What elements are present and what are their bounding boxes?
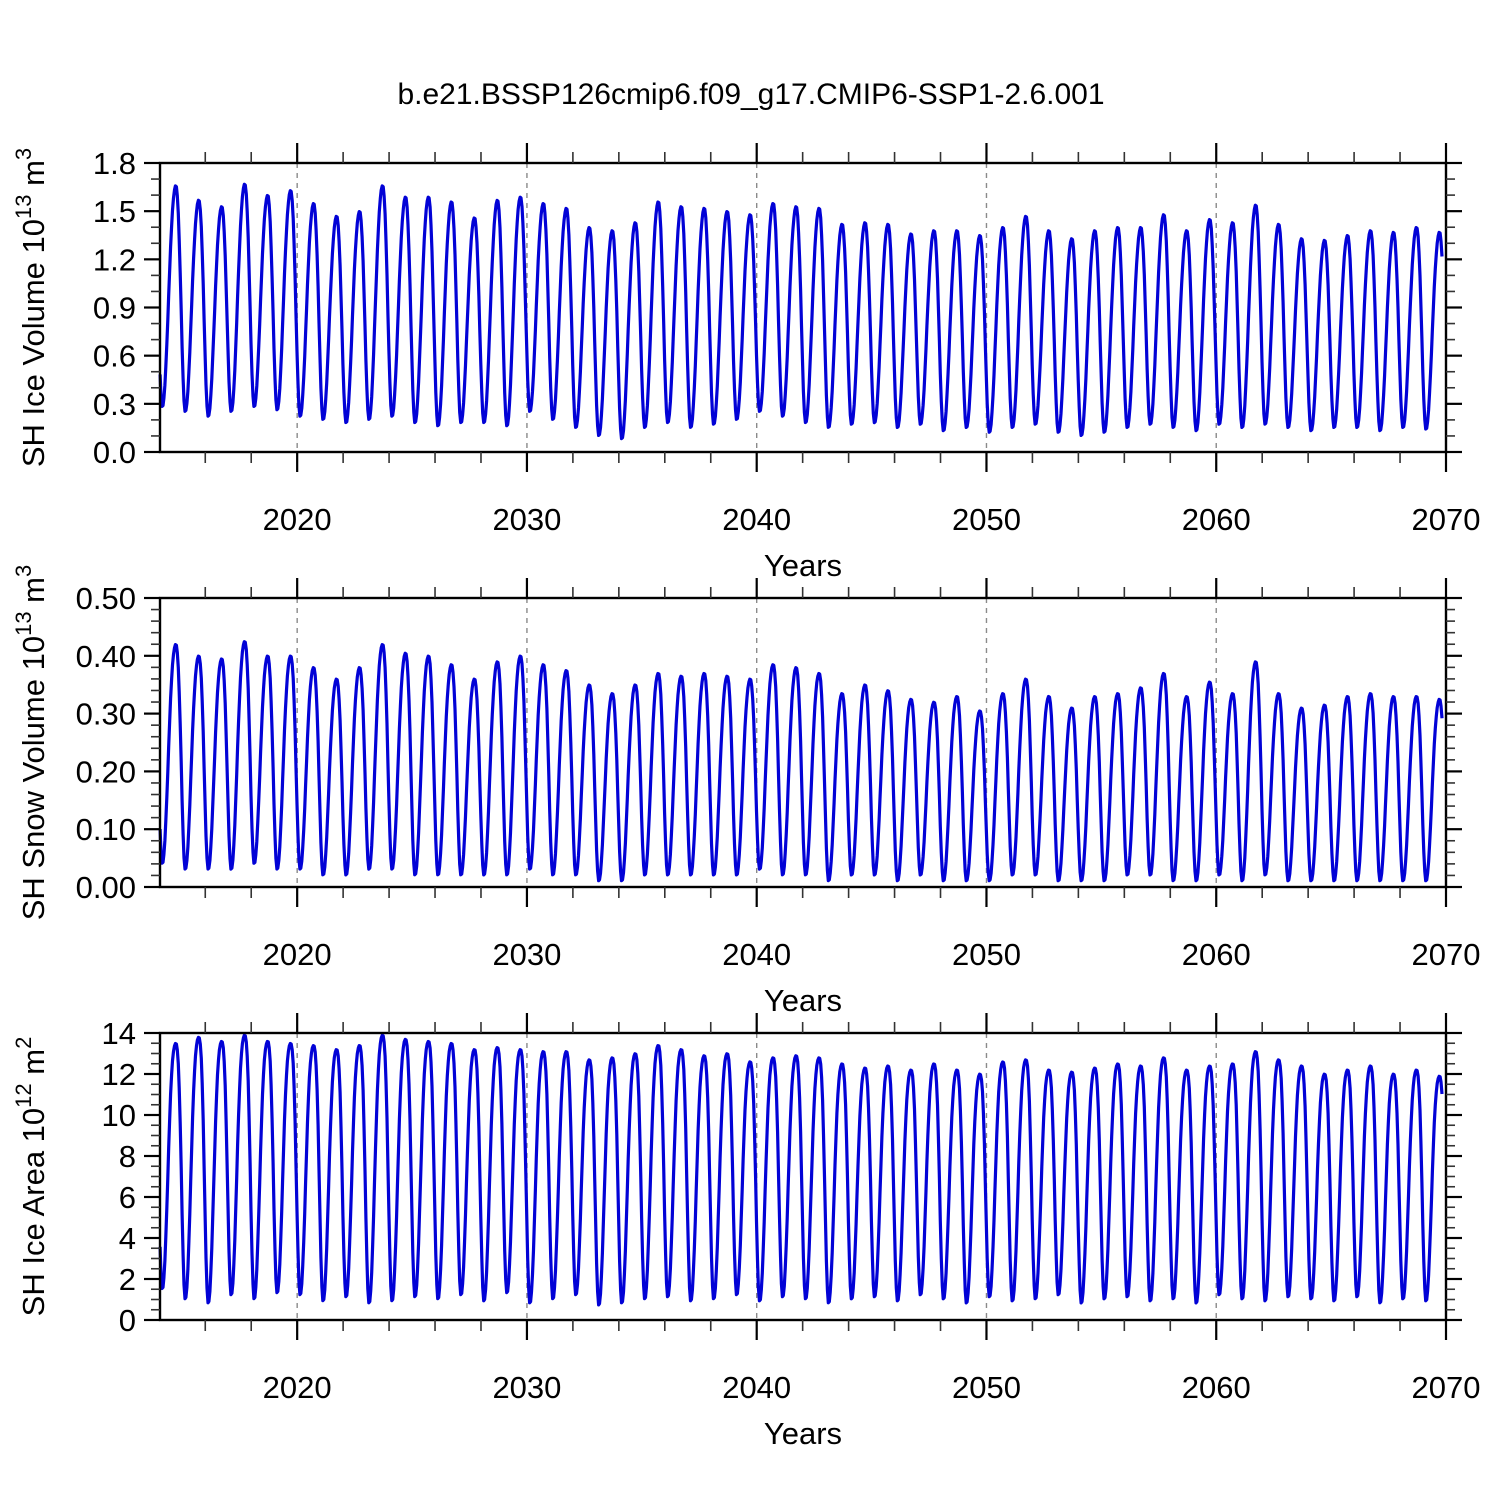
panel-sh-snow-volume: 2020 2030 2040 2050 2060 2070 0.00 0.10 0.20 0.30… (11, 565, 1480, 1018)
y-tick-label: 2 (119, 1262, 136, 1297)
y-tick-label: 0.3 (93, 387, 136, 422)
x-tick-label: 2060 (1182, 937, 1251, 972)
x-tick-label: 2040 (722, 937, 791, 972)
x-tick-label: 2070 (1412, 937, 1481, 972)
y-tick-label: 0.0 (93, 435, 136, 470)
x-tick-label: 2070 (1412, 1370, 1481, 1405)
data-line-sh-ice-area (158, 1033, 1444, 1307)
y-tick-label: 1.2 (93, 242, 136, 277)
y-tick-label: 0.20 (76, 754, 136, 789)
x-tick-label: 2050 (952, 1370, 1021, 1405)
x-tick-label: 2060 (1182, 502, 1251, 537)
y-tick-label: 0.10 (76, 812, 136, 847)
x-tick-label: 2030 (492, 502, 561, 537)
y-tick-label: 0.50 (76, 581, 136, 616)
x-tick-label: 2020 (263, 1370, 332, 1405)
y-tick-label: 6 (119, 1180, 136, 1215)
y-tick-label: 0.30 (76, 697, 136, 732)
y-axis-label: SH Ice Area 1012 m2 (11, 1037, 51, 1317)
y-axis-label: SH Snow Volume 1013 m3 (11, 565, 51, 921)
x-axis-title: Years (764, 983, 842, 1018)
y-tick-label: 4 (119, 1221, 136, 1256)
y-tick-label: 0.9 (93, 291, 136, 326)
y-axis-label: SH Ice Volume 1013 m3 (11, 148, 51, 467)
y-tick-label: 0 (119, 1303, 136, 1338)
x-axis-title: Years (764, 1416, 842, 1451)
y-tick-label: 1.8 (93, 146, 136, 181)
x-tick-label: 2030 (492, 1370, 561, 1405)
x-tick-label: 2030 (492, 937, 561, 972)
data-line-sh-snow-volume (158, 640, 1444, 883)
x-tick-label: 2060 (1182, 1370, 1251, 1405)
x-axis-title: Years (764, 548, 842, 583)
x-tick-label: 2070 (1412, 502, 1481, 537)
x-tick-label: 2020 (263, 937, 332, 972)
x-tick-label: 2040 (722, 1370, 791, 1405)
y-tick-label: 0.00 (76, 870, 136, 905)
y-tick-label: 10 (102, 1098, 136, 1133)
y-tick-label: 1.5 (93, 194, 136, 229)
x-tick-label: 2020 (263, 502, 332, 537)
data-line-sh-ice-volume (158, 182, 1444, 441)
y-tick-label: 0.40 (76, 639, 136, 674)
x-tick-label: 2050 (952, 937, 1021, 972)
y-tick-label: 12 (102, 1057, 136, 1092)
x-tick-label: 2040 (722, 502, 791, 537)
y-tick-label: 0.6 (93, 339, 136, 374)
x-tick-label: 2050 (952, 502, 1021, 537)
panel-sh-ice-area: 2020 2030 2040 2050 2060 2070 0 2 4 6 8 10 12 14 Years… (11, 1013, 1480, 1451)
figure-title: b.e21.BSSP126cmip6.f09_g17.CMIP6-SSP1-2.… (397, 78, 1105, 111)
panel-sh-ice-volume: 2020 2030 2040 2050 2060 2070 0.0 0.3 0.6 0.9 1.2 1… (11, 143, 1480, 583)
y-tick-label: 14 (102, 1016, 136, 1051)
y-tick-label: 8 (119, 1139, 136, 1174)
